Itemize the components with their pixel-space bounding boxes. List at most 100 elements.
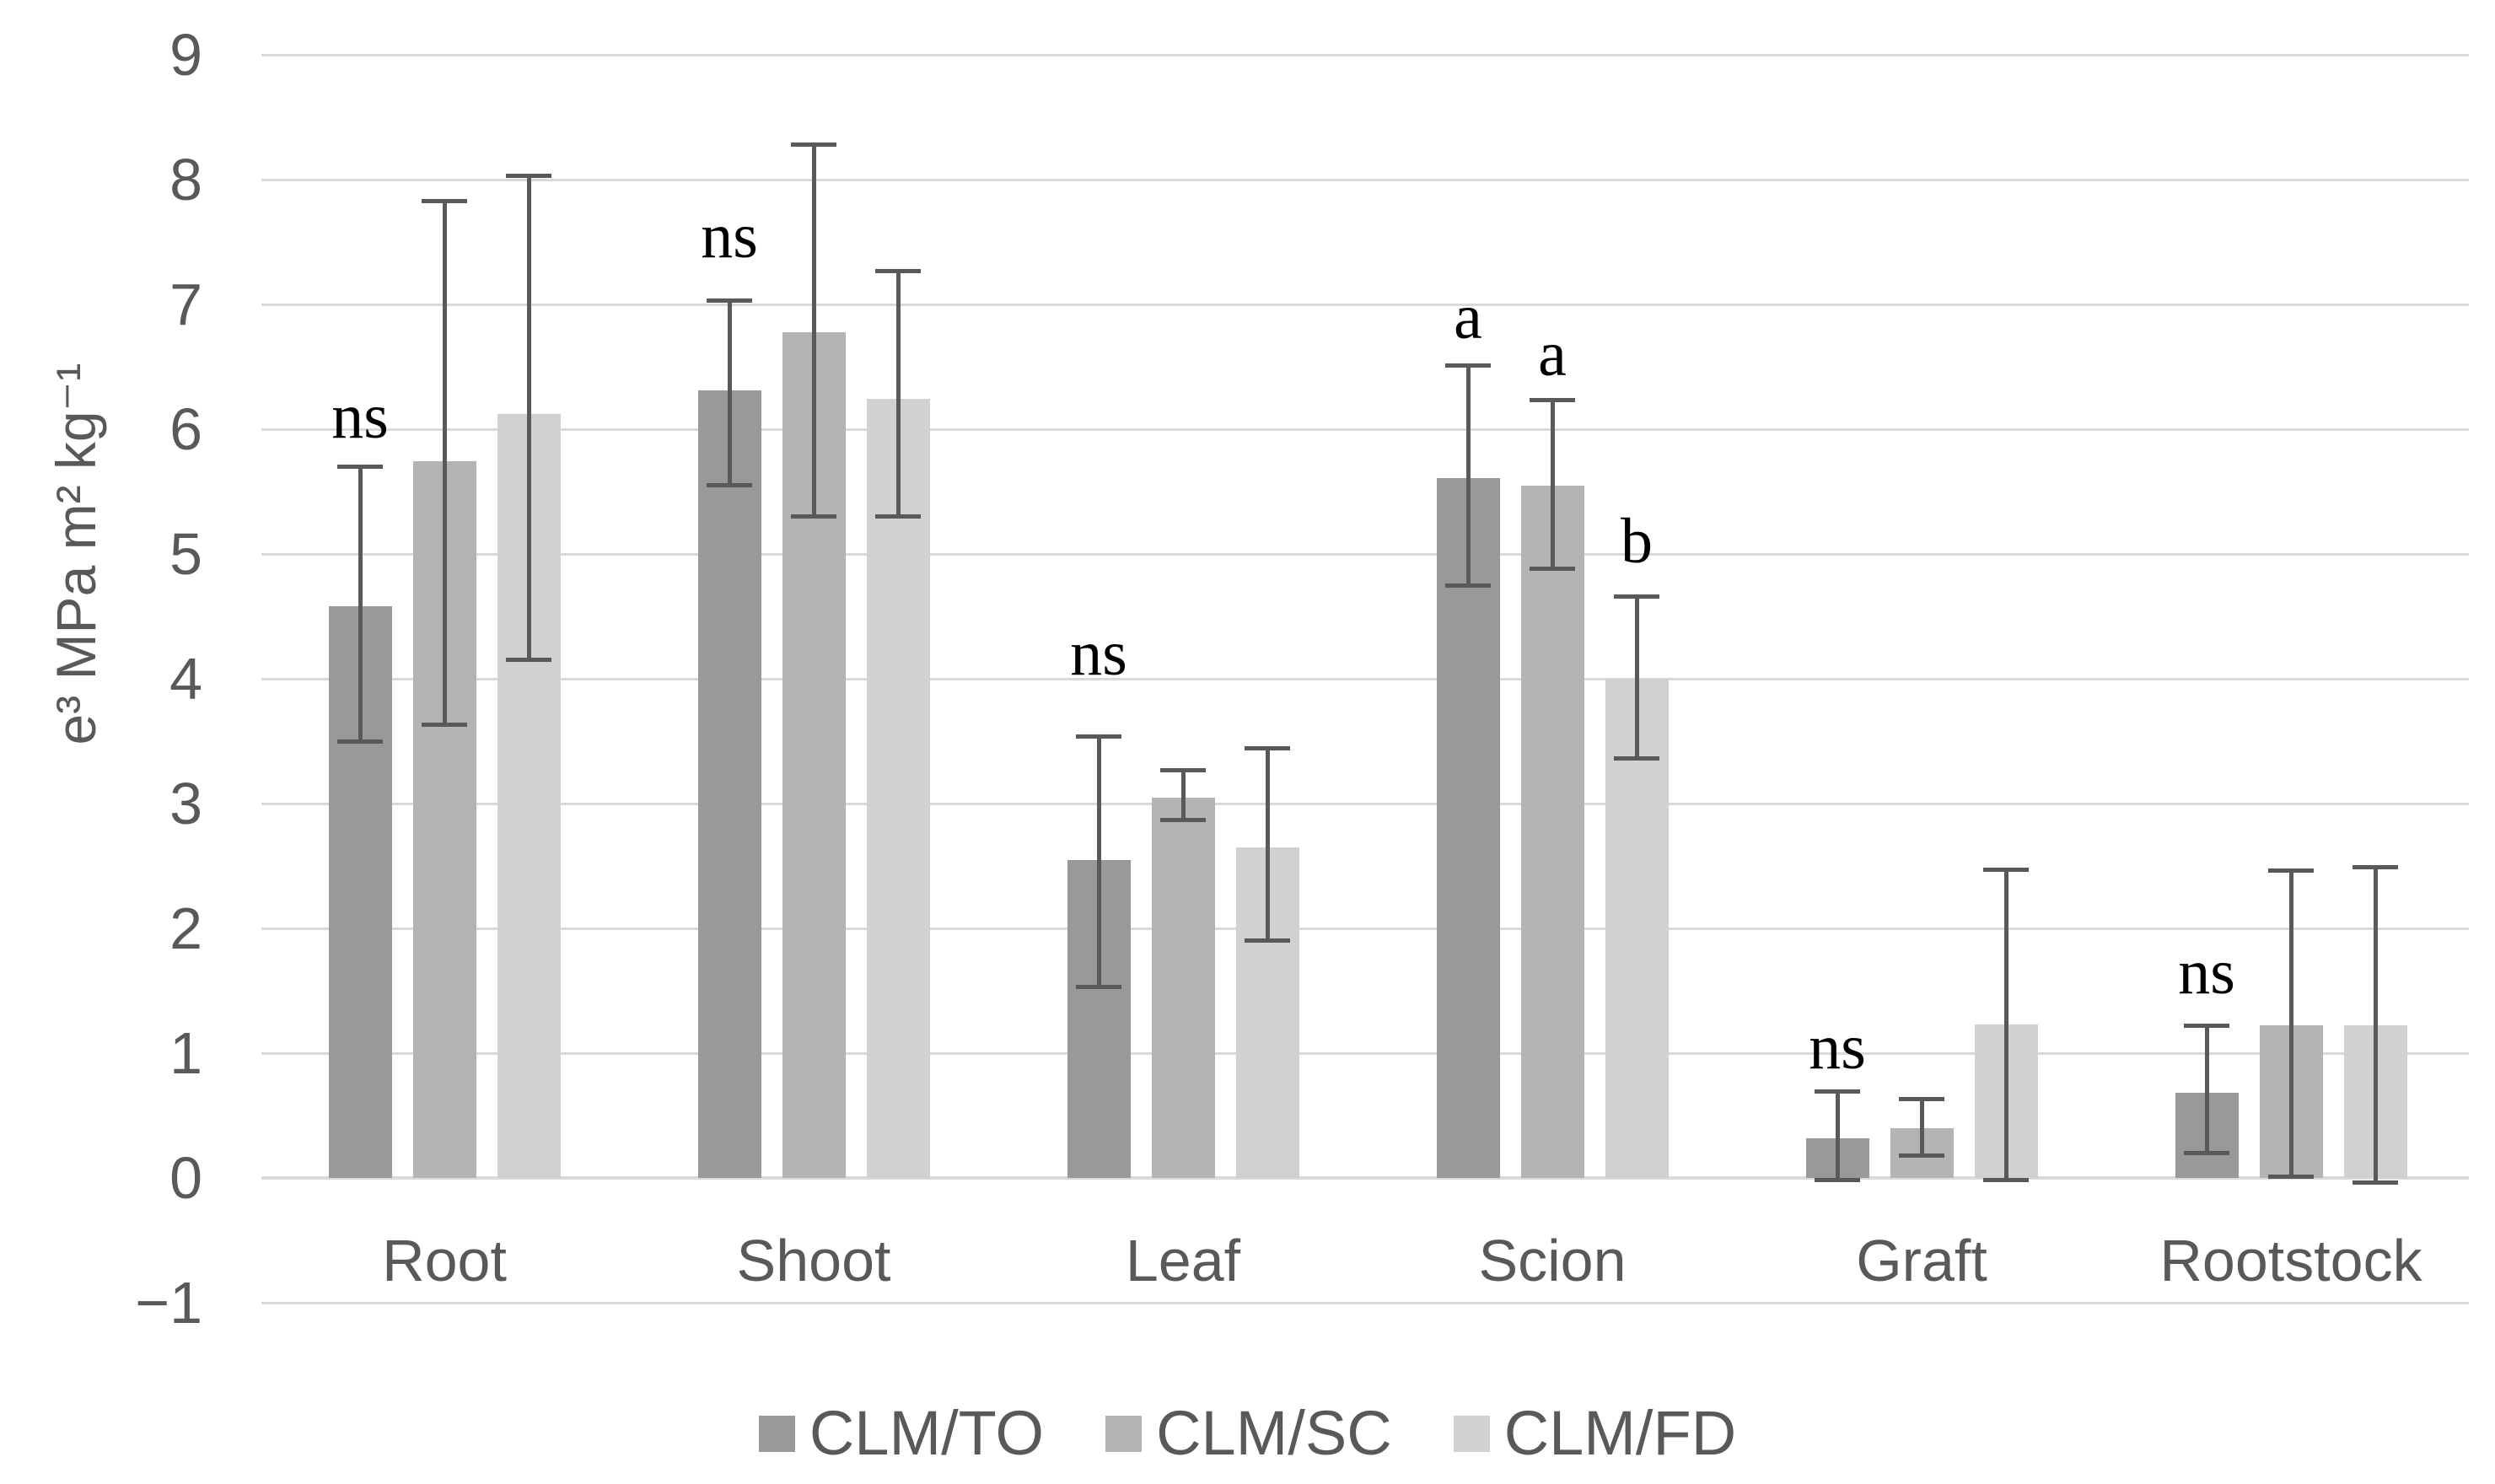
legend-item: CLM/FD: [1453, 1393, 1737, 1474]
error-bar-cap: [1245, 746, 1290, 751]
y-tick-label: 5: [169, 521, 202, 587]
bar: [697, 390, 761, 1178]
error-bar-cap: [875, 268, 921, 273]
error-bar-cap: [2184, 1150, 2229, 1155]
error-bar: [2204, 1025, 2209, 1153]
error-bar: [1550, 400, 1555, 569]
error-bar-cap: [2184, 1023, 2229, 1028]
error-bar-cap: [337, 739, 383, 744]
error-bar-cap: [2268, 868, 2314, 874]
error-bar: [1919, 1099, 1924, 1156]
error-bar-cap: [2353, 1180, 2398, 1186]
gridline: [261, 552, 2469, 556]
category-label: Leaf: [1125, 1228, 1241, 1293]
error-bar-cap: [1160, 817, 1206, 822]
y-tick-label: 2: [169, 895, 202, 961]
bar-annotation: a: [1454, 281, 1482, 352]
error-bar-cap: [1445, 363, 1491, 368]
error-bar-cap: [1160, 767, 1206, 772]
error-bar-cap: [422, 723, 467, 728]
error-bar-cap: [791, 514, 836, 519]
error-bar-cap: [707, 298, 752, 304]
error-bar: [2003, 869, 2008, 1180]
error-bar: [526, 175, 531, 660]
y-tick-label: 6: [169, 396, 202, 462]
gridline: [261, 677, 2469, 680]
bar: [1605, 679, 1669, 1178]
error-bar: [895, 271, 901, 517]
error-bar-cap: [337, 464, 383, 469]
error-bar-cap: [1614, 594, 1659, 599]
error-bar: [811, 144, 816, 517]
error-bar-cap: [506, 658, 551, 663]
error-bar-cap: [2268, 1175, 2314, 1180]
legend: CLM/TO CLM/SC CLM/FD: [0, 1393, 2495, 1474]
error-bar: [1265, 748, 1270, 941]
error-bar: [2373, 867, 2378, 1183]
error-bar-cap: [1983, 867, 2029, 872]
bar: [1520, 485, 1584, 1178]
bar-annotation: ns: [2178, 936, 2235, 1008]
error-bar: [1835, 1091, 1840, 1180]
error-bar: [1465, 365, 1471, 585]
error-bar-cap: [1245, 938, 1290, 944]
gridline: [261, 427, 2469, 431]
category-label: Root: [382, 1228, 507, 1293]
gridline: [261, 1176, 2469, 1180]
gridline: [261, 178, 2469, 181]
y-tick-label: 0: [169, 1145, 202, 1211]
category-label: Scion: [1478, 1228, 1627, 1293]
bar: [1436, 477, 1500, 1178]
error-bar-cap: [1076, 985, 1121, 990]
bar: [866, 399, 930, 1178]
gridline: [261, 53, 2469, 56]
gridline: [261, 1051, 2469, 1055]
error-bar-cap: [1530, 567, 1575, 572]
bar: [1151, 797, 1215, 1178]
legend-item: CLM/SC: [1105, 1393, 1392, 1474]
error-bar: [1634, 596, 1639, 759]
error-bar-cap: [2353, 864, 2398, 869]
gridline: [261, 802, 2469, 805]
error-bar-cap: [1815, 1089, 1860, 1094]
y-tick-label: −1: [135, 1270, 202, 1336]
category-label: Graft: [1856, 1228, 1987, 1293]
legend-swatch: [1453, 1415, 1490, 1452]
error-bar: [2288, 870, 2293, 1177]
y-tick-label: 9: [169, 22, 202, 88]
error-bar-cap: [1899, 1097, 1944, 1102]
bar-annotation: ns: [1809, 1011, 1866, 1083]
legend-label: CLM/FD: [1503, 1398, 1737, 1468]
bar-annotation: ns: [1070, 618, 1127, 690]
error-bar: [442, 201, 447, 725]
error-bar-cap: [1983, 1178, 2029, 1183]
legend-label: CLM/TO: [809, 1398, 1045, 1468]
error-bar-cap: [707, 483, 752, 488]
legend-label: CLM/SC: [1156, 1398, 1392, 1468]
error-bar-cap: [1530, 398, 1575, 403]
error-bar-cap: [1899, 1153, 1944, 1158]
legend-swatch: [758, 1415, 795, 1452]
error-bar-cap: [1076, 734, 1121, 739]
gridline: [261, 927, 2469, 930]
bar-annotation: b: [1621, 506, 1653, 578]
bar-annotation: ns: [701, 200, 758, 272]
legend-item: CLM/TO: [758, 1393, 1045, 1474]
error-bar-cap: [1815, 1178, 1860, 1183]
y-tick-label: 4: [169, 646, 202, 712]
bar-annotation: ns: [331, 381, 389, 453]
gridline: [261, 1301, 2469, 1304]
error-bar: [727, 300, 732, 486]
bar-annotation: a: [1538, 319, 1567, 390]
error-bar-cap: [1445, 583, 1491, 588]
y-tick-label: 3: [169, 771, 202, 836]
error-bar-cap: [875, 514, 921, 519]
legend-swatch: [1105, 1415, 1143, 1452]
error-bar: [1096, 736, 1101, 987]
error-bar-cap: [422, 198, 467, 203]
error-bar: [1180, 770, 1186, 820]
y-tick-label: 1: [169, 1020, 202, 1086]
y-tick-label: 7: [169, 272, 202, 337]
error-bar: [358, 466, 363, 741]
